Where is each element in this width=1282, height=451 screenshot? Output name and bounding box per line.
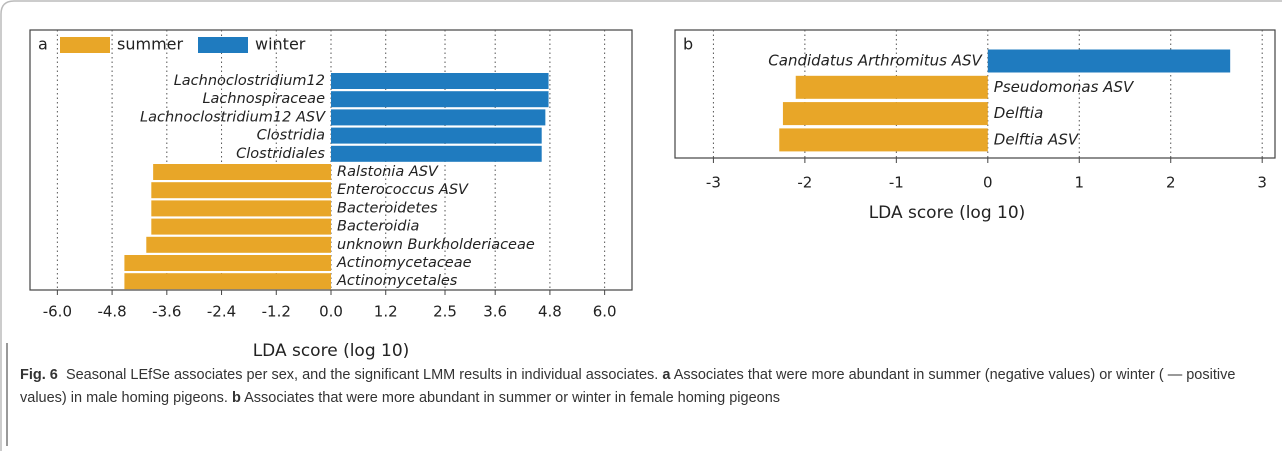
bar-label: Clostridia xyxy=(257,128,325,144)
x-tick-label: -1 xyxy=(889,174,904,192)
bar-label: Actinomycetales xyxy=(336,273,458,289)
bar xyxy=(331,145,542,162)
x-tick-label: 2.5 xyxy=(433,303,457,321)
bar xyxy=(124,273,332,290)
bar-label: unknown Burkholderiaceae xyxy=(337,237,535,253)
bar-label: Delftia ASV xyxy=(994,130,1080,148)
bar xyxy=(146,236,331,253)
legend-label: summer xyxy=(117,35,183,54)
bar-label: Bacteroidia xyxy=(337,219,419,235)
bar-label: Enterococcus ASV xyxy=(337,182,469,198)
caption-text: Seasonal LEfSe associates per sex, and t… xyxy=(65,367,659,383)
x-tick-label: 6.0 xyxy=(593,303,617,321)
x-tick-label: -6.0 xyxy=(43,303,72,321)
bar xyxy=(153,164,331,180)
x-tick-label: 1 xyxy=(1074,174,1084,192)
bar xyxy=(331,73,549,89)
bar xyxy=(124,255,332,271)
legend-swatch xyxy=(60,37,110,53)
panel-label: a xyxy=(38,35,48,54)
x-tick-label: 1.2 xyxy=(374,303,398,321)
x-tick-label: 0 xyxy=(983,174,993,192)
x-tick-label: -2 xyxy=(797,174,812,192)
x-tick-label: 3 xyxy=(1257,174,1267,192)
x-tick-label: 3.6 xyxy=(483,303,507,321)
bar-label: Candidatus Arthromitus ASV xyxy=(768,52,983,70)
bar-label: Delftia xyxy=(994,104,1043,122)
bar-label: Lachnoclostridium12 xyxy=(174,73,325,89)
bar-label: Lachnospiraceae xyxy=(202,91,325,107)
x-tick-label: 4.8 xyxy=(538,303,562,321)
x-tick-label: -3.6 xyxy=(152,303,181,321)
bar-label: Bacteroidetes xyxy=(337,200,438,216)
bar xyxy=(151,200,331,217)
caption-label: Fig. 6 xyxy=(20,367,58,383)
panel-label: b xyxy=(683,35,693,54)
bar xyxy=(782,102,988,126)
bar-label: Actinomycetaceae xyxy=(336,255,472,271)
caption: Fig. 6 Seasonal LEfSe associates per sex… xyxy=(20,364,1260,410)
caption-b-label: b xyxy=(231,390,241,406)
x-tick-label: -3 xyxy=(706,174,721,192)
bar xyxy=(987,49,1231,73)
bar xyxy=(151,218,331,235)
x-axis-label: LDA score (log 10) xyxy=(253,341,410,361)
x-tick-label: 0.0 xyxy=(319,303,343,321)
x-tick-label: -2.4 xyxy=(207,303,236,321)
caption-b-text: Associates that were more abundant in su… xyxy=(244,390,781,406)
bar-label: Ralstonia ASV xyxy=(337,164,439,180)
legend-swatch xyxy=(198,37,248,53)
x-tick-label: -1.2 xyxy=(262,303,291,321)
caption-a-text: Associates that were more abundant in su… xyxy=(20,367,1236,406)
bar-label: Pseudomonas ASV xyxy=(994,78,1135,96)
bar-label: Lachnoclostridium12 ASV xyxy=(140,109,326,125)
x-axis-label: LDA score (log 10) xyxy=(869,203,1026,223)
caption-a-label: a xyxy=(662,367,671,383)
bar xyxy=(795,75,988,99)
bar xyxy=(779,128,988,152)
legend-label: winter xyxy=(255,35,306,54)
plot-frame xyxy=(674,29,1276,159)
x-tick-label: -4.8 xyxy=(97,303,126,321)
bar xyxy=(331,109,546,126)
bar xyxy=(331,127,542,144)
bar-label: Clostridiales xyxy=(236,146,325,162)
x-tick-label: 2 xyxy=(1166,174,1176,192)
bar xyxy=(331,91,549,108)
bar xyxy=(151,182,331,199)
